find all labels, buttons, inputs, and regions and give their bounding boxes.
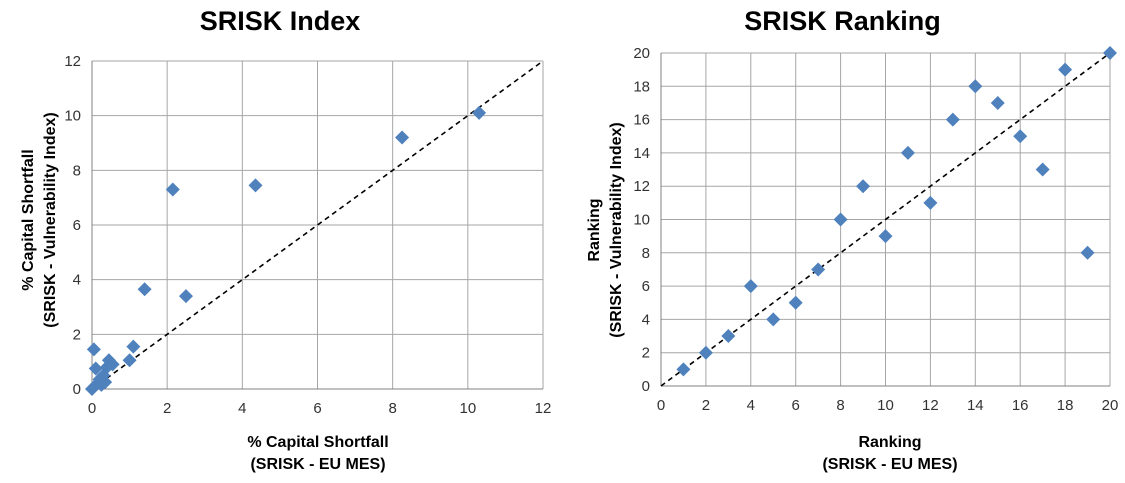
y-tick-label: 20: [633, 45, 650, 62]
y-tick-label: 2: [642, 345, 650, 362]
data-point: [178, 289, 193, 304]
diagonal-reference-line: [660, 52, 1111, 387]
data-point: [856, 179, 871, 194]
srisk-ranking-chart: SRISK Ranking 0 2 4 6 8 10 12 14 16 18 20 0 2 4 6 8 10 12…: [560, 0, 1125, 483]
y-tick-label: 8: [642, 245, 650, 262]
y-tick-label: 4: [73, 272, 81, 289]
data-point: [698, 345, 713, 360]
srisk-index-chart: SRISK Index 0 2 4 6 8 10 12 0 2 4 6 8 10 12 % Capital…: [0, 0, 560, 483]
x-tick-label: 0: [88, 400, 96, 417]
data-point: [968, 79, 983, 94]
data-point: [923, 195, 938, 210]
data-point: [676, 362, 691, 377]
y-axis-label-line-2: (SRISK - Vulnerability Index): [608, 122, 625, 338]
data-point: [137, 282, 152, 297]
x-axis-label: % Capital Shortfall (SRISK - EU MES): [168, 432, 468, 476]
x-tick-label: 10: [877, 397, 894, 414]
y-tick-label: 12: [633, 178, 650, 195]
y-tick-label: 14: [633, 145, 650, 162]
x-tick-label: 20: [1102, 397, 1119, 414]
x-axis-label-line-2: (SRISK - EU MES): [250, 456, 386, 473]
x-tick-label: 12: [535, 400, 552, 417]
x-tick-label: 14: [967, 397, 984, 414]
y-tick-label: 4: [642, 311, 650, 328]
y-tick-label: 0: [73, 381, 81, 398]
x-tick-label: 8: [388, 400, 396, 417]
data-point: [165, 182, 180, 197]
y-axis-label-line-1: % Capital Shortfall: [20, 149, 37, 291]
data-point: [86, 342, 101, 357]
y-tick-label: 18: [633, 78, 650, 95]
data-point: [248, 178, 263, 193]
x-axis-label: Ranking (SRISK - EU MES): [740, 432, 1040, 476]
data-point: [126, 339, 141, 354]
data-point: [945, 112, 960, 127]
x-tick-label: 4: [747, 397, 755, 414]
y-tick-label: 6: [642, 278, 650, 295]
x-tick-label: 6: [792, 397, 800, 414]
x-tick-label: 2: [163, 400, 171, 417]
y-tick-label: 12: [64, 53, 81, 70]
data-point: [88, 361, 103, 376]
chart-title: SRISK Ranking: [744, 6, 941, 36]
chart-title: SRISK Index: [199, 6, 361, 36]
data-point: [1035, 162, 1050, 177]
y-tick-label: 2: [73, 326, 81, 343]
x-tick-label: 4: [238, 400, 246, 417]
y-axis-label-line-1: Ranking: [586, 198, 603, 262]
y-axis-label: Ranking (SRISK - Vulnerability Index): [584, 80, 628, 380]
srisk-ranking-plot: 0 2 4 6 8 10 12 14 16 18 20 0 2 4 6 8 10 12 14 16 18 20: [633, 45, 1119, 414]
x-tick-label: 18: [1057, 397, 1074, 414]
x-tick-label: 10: [459, 400, 476, 417]
data-point: [766, 312, 781, 327]
data-point: [395, 130, 410, 145]
x-axis-label-line-2: (SRISK - EU MES): [822, 456, 958, 473]
data-point: [743, 279, 758, 294]
data-point: [811, 262, 826, 277]
data-point: [98, 375, 113, 390]
y-tick-label: 6: [73, 217, 81, 234]
data-point: [878, 229, 893, 244]
diagonal-reference-line: [91, 60, 544, 390]
data-point: [990, 95, 1005, 110]
data-point: [122, 353, 137, 368]
x-tick-label: 8: [836, 397, 844, 414]
y-axis-label: % Capital Shortfall (SRISK - Vulnerabili…: [18, 70, 62, 370]
y-tick-label: 8: [73, 162, 81, 179]
x-tick-label: 12: [922, 397, 939, 414]
x-tick-label: 16: [1012, 397, 1029, 414]
x-axis-label-line-1: % Capital Shortfall: [247, 434, 389, 451]
data-point: [900, 145, 915, 160]
x-tick-label: 6: [313, 400, 321, 417]
data-point: [1058, 62, 1073, 77]
data-point: [105, 357, 120, 372]
y-tick-label: 16: [633, 112, 650, 129]
x-tick-label: 2: [702, 397, 710, 414]
y-axis-label-line-2: (SRISK - Vulnerability Index): [42, 112, 59, 328]
data-point: [1013, 129, 1028, 144]
data-point: [833, 212, 848, 227]
x-axis-label-line-1: Ranking: [858, 434, 922, 451]
data-point: [721, 329, 736, 344]
y-tick-label: 10: [64, 108, 81, 125]
srisk-index-plot: 0 2 4 6 8 10 12 0 2 4 6 8 10 12: [64, 53, 552, 417]
data-point: [1103, 46, 1117, 60]
data-point: [472, 105, 487, 120]
y-tick-label: 10: [633, 212, 650, 229]
data-point: [1080, 245, 1095, 260]
x-tick-label: 0: [657, 397, 665, 414]
data-point: [788, 295, 803, 310]
y-tick-label: 0: [642, 378, 650, 395]
